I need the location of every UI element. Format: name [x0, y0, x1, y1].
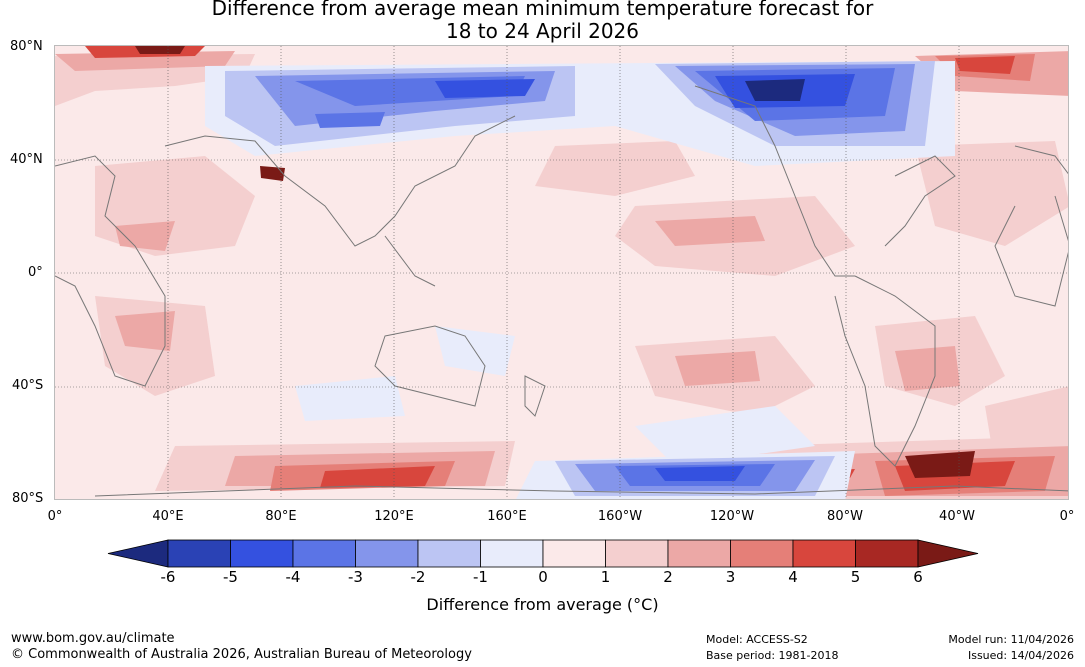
footer-model: Model: ACCESS-S2: [706, 633, 808, 646]
lon-label-120w: 120°W: [709, 509, 755, 524]
colorbar-cell: [167, 539, 231, 568]
lat-label-80n: 80°N: [10, 39, 43, 54]
colorbar-cell: [605, 539, 669, 568]
colorbar-tick-label: -4: [285, 568, 301, 586]
colorbar-cell: [230, 539, 294, 568]
colorbar-cell: [792, 539, 856, 568]
footer-model-run: Model run: 11/04/2026: [948, 633, 1074, 646]
lat-label-equator: 0°: [28, 265, 43, 280]
lat-label-80s: 80°S: [12, 491, 44, 506]
lat-label-40n: 40°N: [10, 152, 43, 167]
lon-label-80e: 80°E: [265, 509, 297, 524]
lon-label-160e: 160°E: [487, 509, 527, 524]
colorbar-tick-label: 3: [725, 568, 736, 586]
colorbar-cell: [355, 539, 419, 568]
colorbar-cell: [292, 539, 356, 568]
anomaly-below-minus6-regions: [745, 79, 805, 101]
lon-label-0-east: 0°: [1059, 509, 1075, 524]
colorbar-tick-label: 1: [600, 568, 611, 586]
lat-label-40s: 40°S: [12, 378, 44, 393]
colorbar-tick-label: 0: [538, 568, 548, 586]
colorbar-cell: [542, 539, 606, 568]
colorbar-cell: [730, 539, 794, 568]
graticule: [55, 46, 1068, 499]
lon-label-80w: 80°W: [827, 509, 863, 524]
colorbar-tick-label: -3: [348, 568, 363, 586]
coastlines: [55, 85, 1068, 497]
footer-issued: Issued: 14/04/2026: [967, 649, 1074, 662]
footer-base-period: Base period: 1981-2018: [706, 649, 839, 662]
footer-copyright: © Commonwealth of Australia 2026, Austra…: [11, 647, 472, 662]
colorbar-cell: [417, 539, 481, 568]
forecast-map: [54, 45, 1069, 500]
colorbar-tick-label: 2: [663, 568, 673, 586]
lon-label-0: 0°: [47, 509, 63, 524]
colorbar-label: Difference from average (°C): [426, 595, 659, 614]
colorbar-extend-high: [917, 539, 979, 568]
anomaly-field: [55, 46, 1068, 499]
map-title-line1: Difference from average mean minimum tem…: [211, 0, 874, 20]
colorbar-cell: [667, 539, 731, 568]
colorbar-tick-label: -2: [410, 568, 426, 586]
colorbar-tick-label: -6: [160, 568, 176, 586]
lon-label-40e: 40°E: [152, 509, 184, 524]
colorbar-cell: [855, 539, 919, 568]
lon-label-120e: 120°E: [374, 509, 414, 524]
lon-label-160w: 160°W: [597, 509, 643, 524]
colorbar-tick-label: 5: [850, 568, 861, 586]
colorbar-tick-label: 4: [788, 568, 798, 586]
lon-label-40w: 40°W: [939, 509, 975, 524]
colorbar-extend-low: [107, 539, 169, 568]
map-title-line2: 18 to 24 April 2026: [445, 19, 640, 43]
anomaly-above-6-regions: [135, 46, 975, 478]
footer-url: www.bom.gov.au/climate: [11, 631, 175, 646]
colorbar-tick-label: -5: [223, 568, 238, 586]
colorbar-tick-label: -1: [473, 568, 488, 586]
colorbar-cell: [480, 539, 544, 568]
colorbar-tick-label: 6: [913, 568, 923, 586]
